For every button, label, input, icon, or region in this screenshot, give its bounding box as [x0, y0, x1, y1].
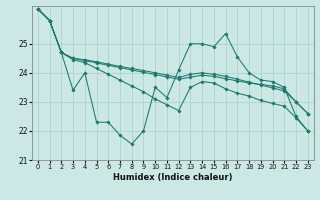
X-axis label: Humidex (Indice chaleur): Humidex (Indice chaleur) — [113, 173, 233, 182]
